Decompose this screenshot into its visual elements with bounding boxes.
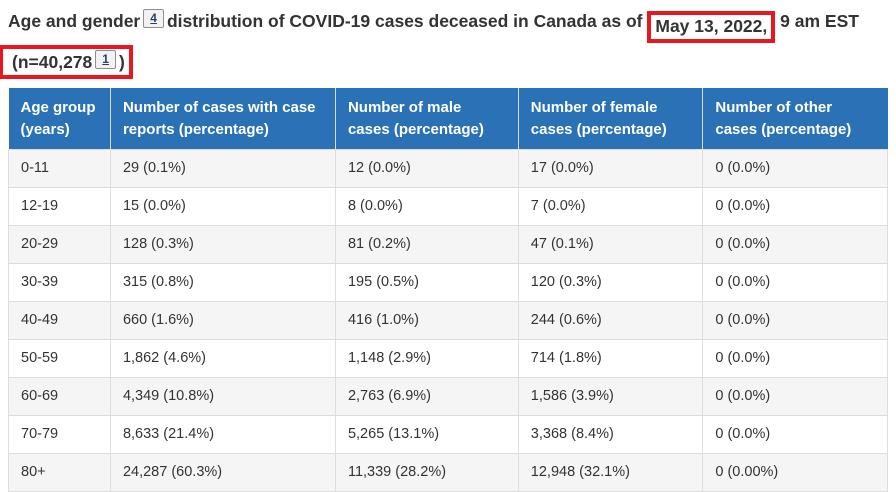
table-cell: 24,287 (60.3%) bbox=[109, 453, 336, 492]
table-cell: 1,862 (4.6%) bbox=[109, 339, 336, 379]
table-cell: 120 (0.3%) bbox=[517, 263, 704, 303]
annotation-box-n: (n=40,278 1) bbox=[0, 44, 133, 79]
col-header-cases: Number of cases with case reports (perce… bbox=[109, 87, 336, 150]
table-cell: 0 (0.00%) bbox=[702, 453, 888, 492]
table-row: 0-11 29 (0.1%) 12 (0.0%) 17 (0.0%) 0 (0.0%) bbox=[8, 149, 888, 189]
table-row: 80+ 24,287 (60.3%) 11,339 (28.2%) 12,948 (3… bbox=[8, 453, 888, 492]
table-cell: 0 (0.0%) bbox=[702, 415, 888, 455]
table-header-row: Age group (years) Number of cases with c… bbox=[8, 87, 888, 150]
table-row: 50-59 1,862 (4.6%) 1,148 (2.9%) 714 (1.8%) 0… bbox=[8, 339, 888, 379]
table-cell: 714 (1.8%) bbox=[517, 339, 704, 379]
table-cell: 47 (0.1%) bbox=[517, 225, 704, 265]
table-cell: 128 (0.3%) bbox=[109, 225, 336, 265]
title-text-1: Age and gender bbox=[8, 11, 141, 31]
table-cell: 3,368 (8.4%) bbox=[517, 415, 704, 455]
annotation-box-date: May 13, 2022, bbox=[647, 11, 776, 43]
table-cell: 0 (0.0%) bbox=[702, 301, 888, 341]
table-cell: 0 (0.0%) bbox=[702, 339, 888, 379]
table-cell: 195 (0.5%) bbox=[334, 263, 519, 303]
table-cell: 2,763 (6.9%) bbox=[334, 377, 519, 417]
table-cell: 7 (0.0%) bbox=[517, 187, 704, 227]
table-cell: 40-49 bbox=[8, 301, 111, 341]
table-cell: 0 (0.0%) bbox=[702, 225, 888, 265]
table-cell: 17 (0.0%) bbox=[517, 149, 704, 189]
table-cell: 12-19 bbox=[8, 187, 111, 227]
highlighted-date: May 13, 2022, bbox=[655, 16, 768, 36]
page-title: Age and gender 4 distribution of COVID-19 … bbox=[0, 8, 888, 79]
table-cell: 60-69 bbox=[8, 377, 111, 417]
table-cell: 8 (0.0%) bbox=[334, 187, 519, 227]
col-header-other: Number of other cases (percentage) bbox=[702, 87, 888, 150]
table-cell: 29 (0.1%) bbox=[109, 149, 336, 189]
table-cell: 80+ bbox=[8, 453, 111, 492]
title-text-2: distribution of COVID-19 cases deceased … bbox=[166, 11, 643, 31]
footnote-link-4[interactable]: 4 bbox=[143, 9, 164, 28]
table-cell: 4,349 (10.8%) bbox=[109, 377, 336, 417]
covid-deceased-table: Age group (years) Number of cases with c… bbox=[8, 87, 888, 492]
table-cell: 11,339 (28.2%) bbox=[334, 453, 519, 492]
col-header-male: Number of male cases (percentage) bbox=[334, 87, 519, 150]
table-row: 30-39 315 (0.8%) 195 (0.5%) 120 (0.3%) 0 (0.… bbox=[8, 263, 888, 303]
table-cell: 0-11 bbox=[8, 149, 111, 189]
footnote-link-1[interactable]: 1 bbox=[95, 49, 116, 69]
table-cell: 15 (0.0%) bbox=[109, 187, 336, 227]
table-cell: 1,586 (3.9%) bbox=[517, 377, 704, 417]
table-cell: 0 (0.0%) bbox=[702, 187, 888, 227]
table-cell: 12,948 (32.1%) bbox=[517, 453, 704, 492]
table-cell: 30-39 bbox=[8, 263, 111, 303]
title-line-1: Age and gender 4 distribution of COVID-19 … bbox=[8, 8, 888, 43]
table-row: 20-29 128 (0.3%) 81 (0.2%) 47 (0.1%) 0 (0.0%… bbox=[8, 225, 888, 265]
table-cell: 5,265 (13.1%) bbox=[334, 415, 519, 455]
table-cell: 12 (0.0%) bbox=[334, 149, 519, 189]
title-line-2: (n=40,278 1) bbox=[0, 44, 888, 79]
col-header-age-group: Age group (years) bbox=[8, 87, 111, 150]
table-cell: 1,148 (2.9%) bbox=[334, 339, 519, 379]
table-row: 40-49 660 (1.6%) 416 (1.0%) 244 (0.6%) 0 (0.… bbox=[8, 301, 888, 341]
table-cell: 50-59 bbox=[8, 339, 111, 379]
title-text-3: 9 am EST bbox=[780, 11, 859, 31]
table-cell: 244 (0.6%) bbox=[517, 301, 704, 341]
n-value-open: (n=40,278 bbox=[12, 51, 93, 72]
table-row: 12-19 15 (0.0%) 8 (0.0%) 7 (0.0%) 0 (0.0%) bbox=[8, 187, 888, 227]
table-cell: 0 (0.0%) bbox=[702, 149, 888, 189]
table-cell: 20-29 bbox=[8, 225, 111, 265]
table-row: 70-79 8,633 (21.4%) 5,265 (13.1%) 3,368 (8.… bbox=[8, 415, 888, 455]
table-cell: 315 (0.8%) bbox=[109, 263, 336, 303]
table-cell: 70-79 bbox=[8, 415, 111, 455]
table-cell: 81 (0.2%) bbox=[334, 225, 519, 265]
n-value-close: ) bbox=[118, 51, 125, 72]
col-header-female: Number of female cases (percentage) bbox=[517, 87, 703, 150]
table-cell: 0 (0.0%) bbox=[702, 263, 888, 303]
table-cell: 8,633 (21.4%) bbox=[109, 415, 336, 455]
table-cell: 660 (1.6%) bbox=[109, 301, 336, 341]
table-body: 0-11 29 (0.1%) 12 (0.0%) 17 (0.0%) 0 (0.0%) 1… bbox=[8, 149, 888, 492]
table-row: 60-69 4,349 (10.8%) 2,763 (6.9%) 1,586 (3.9… bbox=[8, 377, 888, 417]
table-cell: 0 (0.0%) bbox=[702, 377, 888, 417]
table-cell: 416 (1.0%) bbox=[334, 301, 519, 341]
